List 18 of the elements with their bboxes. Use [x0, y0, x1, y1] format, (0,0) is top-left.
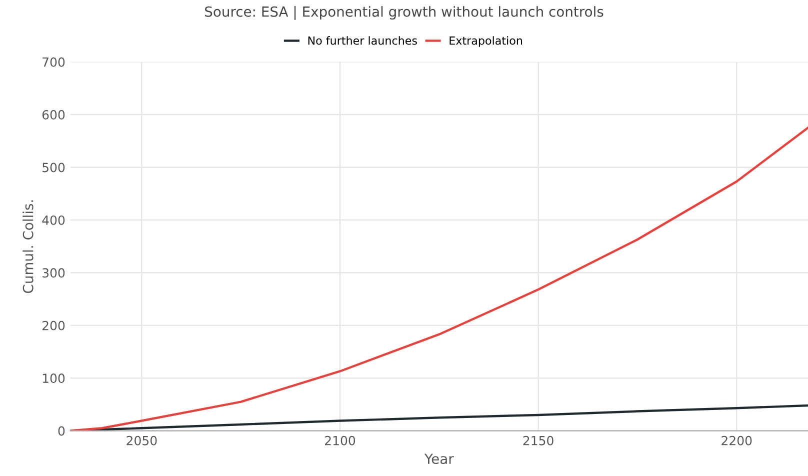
x-tick-label: 2150 — [523, 436, 554, 446]
y-tick-label: 200 — [42, 320, 65, 330]
x-tick-label: 2100 — [325, 436, 356, 446]
y-tick-label: 400 — [42, 215, 65, 225]
y-tick-label: 100 — [42, 374, 65, 384]
y-tick-label: 0 — [58, 426, 65, 436]
x-tick-label: 2200 — [722, 436, 752, 446]
y-axis-title: Cumul. Collis. — [22, 200, 34, 294]
y-tick-label: 500 — [42, 162, 65, 172]
y-tick-label: 700 — [42, 57, 65, 67]
y-tick-label: 600 — [42, 110, 65, 120]
legend-label: No further launches — [308, 36, 417, 45]
chart-title: Source: ESA | Exponential growth without launch controls — [205, 6, 604, 20]
x-tick-label: 2050 — [126, 436, 157, 446]
x-axis-title: Year — [424, 454, 454, 464]
y-tick-label: 300 — [42, 268, 65, 278]
legend-label: Extrapolation — [450, 36, 522, 47]
line-series — [70, 126, 808, 431]
